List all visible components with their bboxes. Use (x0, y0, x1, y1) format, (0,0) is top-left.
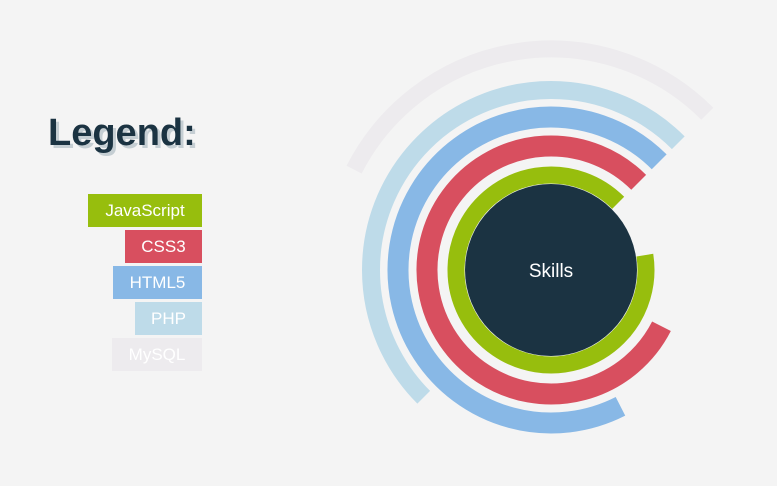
legend-item-php: PHP (135, 302, 202, 335)
legend-item-javascript: JavaScript (88, 194, 202, 227)
arc-css3 (416, 135, 671, 405)
arc-javascript (447, 166, 655, 374)
legend-item-mysql: MySQL (112, 338, 202, 371)
center-circle (465, 184, 637, 356)
arc-html5 (387, 106, 667, 434)
legend-item-css3: CSS3 (125, 230, 202, 263)
center-label: Skills (529, 261, 573, 282)
arc-mysql (346, 40, 714, 174)
legend-item-html5: HTML5 (113, 266, 202, 299)
legend-title: Legend: (48, 112, 196, 154)
arc-php (362, 81, 685, 404)
